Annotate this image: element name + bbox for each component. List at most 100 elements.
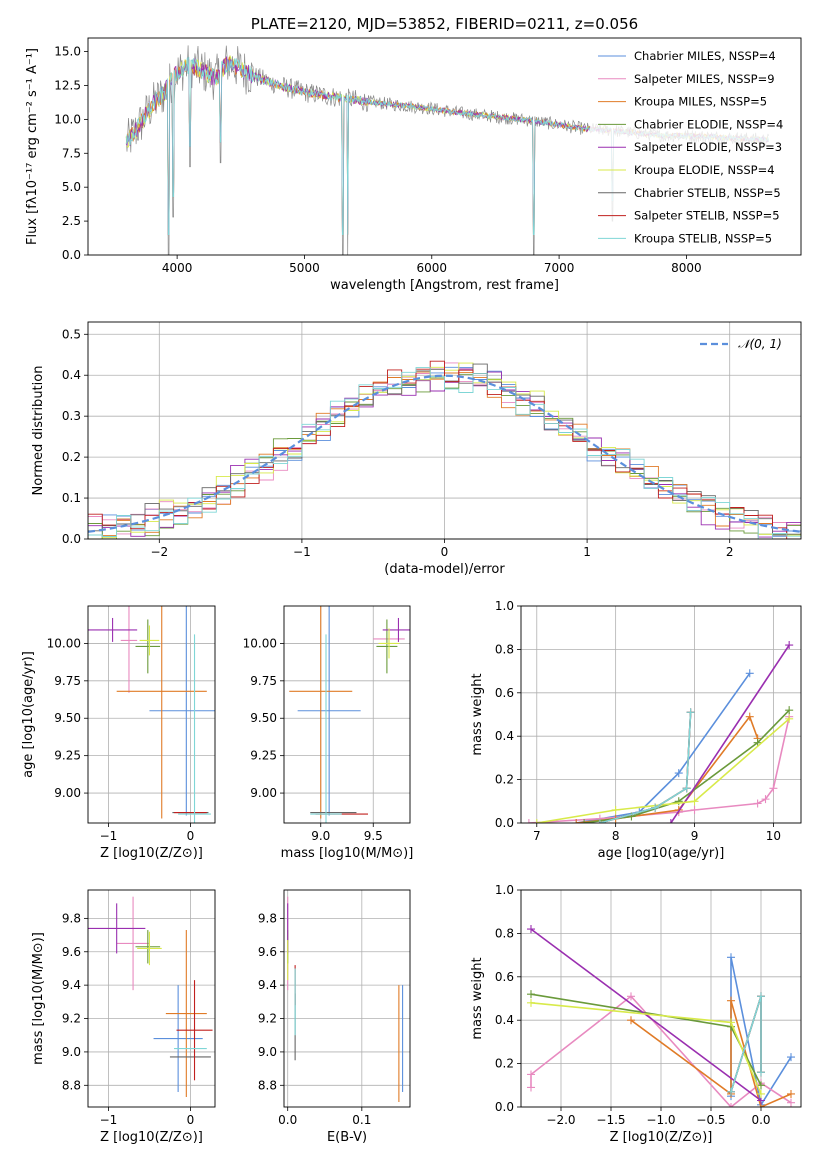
tick-label-y: 9.4 [62,978,81,992]
weight-marker-kroupa_elodie [757,1089,765,1098]
axis-label-y: age [log10(age/yr)] [21,651,36,778]
tick-label-y: 1.0 [495,883,514,897]
weight-marker-chabrier_miles [727,953,735,962]
tick-label-x: 4000 [162,261,193,275]
weight-line-chabrier_elodie [583,709,790,823]
tick-label-y: 5.0 [62,180,81,194]
weight-marker-kroupa_miles [745,712,754,721]
axes-frame [520,605,802,824]
panel-mass-vs-ebv: 0.0 0.1 8.8 9.0 9.2 9.4 9.6 9.8 E(B-V) [258,889,411,1145]
weight-marker-salpeter_miles [627,992,635,1001]
tick-label-x: 0 [441,545,449,559]
axis-label-x: Z [log10(Z/Z⊙)] [100,1130,203,1145]
tick-label-y: 9.50 [54,711,81,725]
histogram-kroupa_stelib [88,367,801,539]
weight-marker-kroupa_stelib [686,708,695,717]
legend-label-kroupa_elodie: Kroupa ELODIE, NSSP=4 [634,163,775,177]
tick-label-y: 10.00 [47,636,81,650]
weight-marker-salpeter_miles [753,799,762,808]
tick-label-y: 0.0 [495,816,514,830]
legend-label-chabrier_stelib: Chabrier STELIB, NSSP=5 [634,186,781,200]
weight-marker-kroupa_elodie [690,797,699,806]
weight-line-salpeter_elodie [670,644,790,823]
tick-label-y: 15.0 [54,45,81,59]
weight-marker-chabrier_miles [674,769,683,778]
tick-label-x: −1.0 [646,1113,675,1127]
weight-marker-kroupa_elodie [727,1018,735,1027]
legend-label-kroupa_stelib: Kroupa STELIB, NSSP=5 [634,231,772,245]
panel-mass-weight-vs-age: 7 8 9 10 0.0 0.2 0.4 0.6 0.8 1.0 age [log10(age/yr… [470,599,802,861]
weight-marker-salpeter_miles [769,784,778,793]
tick-label-y: 0.8 [495,642,514,656]
tick-label-x: −1 [100,1113,118,1127]
tick-label-x: 5000 [289,261,320,275]
tick-label-x: −0.5 [696,1113,725,1127]
tick-label-y: 9.75 [54,674,81,688]
tick-label-x: 10 [766,829,781,843]
grid-lines [88,606,215,823]
tick-label-x: 0 [187,1113,195,1127]
tick-label-x: −1 [293,545,311,559]
tick-label-y: 1.0 [495,599,514,613]
tick-label-y: 9.25 [54,749,81,763]
axes-frame [87,605,216,824]
panel-residual-histogram: −2 −1 0 1 2 0.0 0.1 0.2 0.3 0.4 0.5 (data-model)/er… [31,321,802,577]
axis-label-x: mass [log10(M/M⊙)] [281,846,414,861]
tick-label-y: 0.6 [495,686,514,700]
tick-label-x: 9.0 [311,829,330,843]
panel-mass-vs-Z: −1 0 8.8 9.0 9.2 9.4 9.6 9.8 Z [log10(Z/Z⊙)] mass… [31,889,216,1145]
tick-label-y: 0.3 [62,409,81,423]
tick-label-x: 1 [583,545,591,559]
tick-label-x: 0.1 [352,1113,371,1127]
tick-label-y: 9.2 [62,1012,81,1026]
weight-marker-chabrier_elodie [785,706,794,715]
weight-marker-kroupa_elodie [785,714,794,723]
tick-label-x: −1 [100,829,118,843]
weight-marker-salpeter_miles [527,1083,535,1092]
tick-label-y: 0.8 [495,926,514,940]
tick-label-y: 9.0 [258,1045,277,1059]
axis-label-y: mass [log10(M/M⊙)] [31,932,46,1065]
legend-label-chabrier_miles: Chabrier MILES, NSSP=4 [634,49,776,63]
panel-age-vs-Z: −1 0 9.00 9.25 9.50 9.75 10.00 Z [log10(Z/Z⊙)] a… [21,605,216,861]
weight-line-kroupa_elodie [536,718,790,823]
tick-label-y: 0.0 [495,1100,514,1114]
weight-marker-salpeter_miles [690,805,699,814]
tick-label-y: 0.2 [495,773,514,787]
weight-marker-chabrier_elodie [674,797,683,806]
weight-marker-kroupa_elodie [532,819,541,823]
panel-age-vs-mass: 9.0 9.5 9.00 9.25 9.50 9.75 10.00 mass [log10(M… [243,605,414,861]
plot-area [287,896,404,1102]
weight-marker-salpeter_elodie [666,819,675,823]
axis-label-y: Normed distribution [31,366,46,496]
weight-marker-chabrier_elodie [580,819,589,823]
tick-label-y: 0.0 [62,248,81,262]
tick-label-x: 6000 [416,261,447,275]
tick-label-x: 9 [691,829,699,843]
weight-marker-salpeter_elodie [785,641,794,650]
plot-area [88,606,215,823]
axes-frame [87,321,802,540]
tick-label-y: 8.8 [258,1078,277,1092]
grid-lines [88,890,215,1107]
axis-label-y: Flux [fλ10⁻¹⁷ erg cm⁻² s⁻¹ A⁻¹] [25,48,40,245]
plot-area [88,360,801,539]
weight-marker-salpeter_elodie [527,925,535,934]
weight-marker-kroupa_stelib [757,992,765,1001]
tick-label-y: 0.0 [62,532,81,546]
axis-label-x: (data-model)/error [384,562,505,577]
tick-label-x: 8 [612,829,620,843]
weight-marker-kroupa_stelib [757,1068,765,1077]
weight-marker-kroupa_stelib [595,819,604,823]
weight-marker-kroupa_miles [727,996,735,1005]
tick-label-y: 9.50 [250,711,277,725]
weight-line-salpeter_miles [528,716,790,823]
tick-label-y: 9.2 [258,1012,277,1026]
axes-frame [87,37,802,256]
weight-marker-salpeter_miles [761,795,770,804]
tick-label-y: 0.1 [62,491,81,505]
tick-label-x: 2 [726,545,734,559]
axis-label-x: E(B-V) [327,1130,367,1145]
tick-label-y: 2.5 [62,214,81,228]
weight-marker-chabrier_elodie [527,990,535,999]
